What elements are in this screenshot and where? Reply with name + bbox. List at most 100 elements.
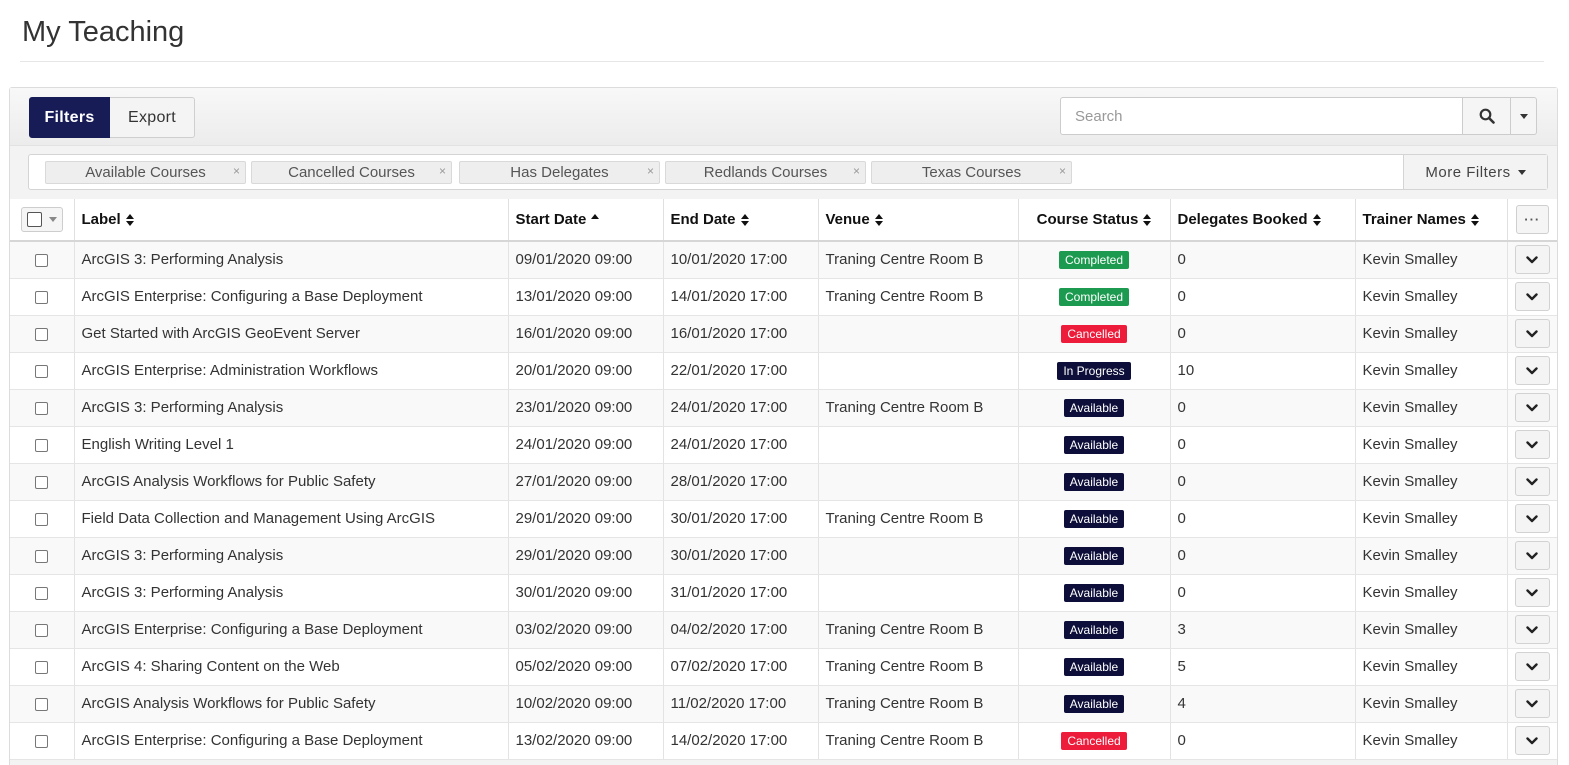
cell-trainer-names: Kevin Smalley [1355, 463, 1508, 501]
status-badge: Available [1063, 620, 1125, 639]
row-checkbox[interactable] [35, 401, 49, 415]
filter-chip[interactable]: Redlands Courses × [665, 161, 866, 184]
column-trainer-text: Trainer Names [1362, 211, 1466, 228]
row-expand-button[interactable] [1514, 652, 1550, 681]
chevron-down-icon [1526, 551, 1538, 559]
cell-label[interactable]: ArcGIS 3: Performing Analysis [74, 574, 509, 612]
row-checkbox[interactable] [35, 290, 49, 304]
courses-table-area: Label Start Date End Date Venue Course S… [10, 199, 1557, 760]
column-header-trainer-names[interactable]: Trainer Names [1355, 199, 1508, 242]
cell-label[interactable]: ArcGIS Enterprise: Configuring a Base De… [74, 611, 509, 649]
row-checkbox[interactable] [35, 623, 49, 637]
select-all-checkbox[interactable] [26, 212, 42, 227]
status-badge: Available [1063, 509, 1125, 528]
status-badge: Available [1063, 472, 1125, 491]
column-options-button[interactable]: ··· [1515, 205, 1549, 234]
cell-label[interactable]: ArcGIS 4: Sharing Content on the Web [74, 648, 509, 686]
remove-filter-icon[interactable]: × [438, 164, 446, 178]
cell-start-date: 27/01/2020 09:00 [508, 463, 664, 501]
row-select-cell [10, 648, 75, 686]
row-expand-button[interactable] [1514, 726, 1550, 755]
chevron-down-icon [1526, 588, 1538, 596]
table-row: English Writing Level 1 24/01/2020 09:00 2… [10, 426, 1557, 464]
filter-chip[interactable]: Texas Courses × [871, 161, 1072, 184]
row-expand-button[interactable] [1514, 245, 1550, 275]
filter-chip[interactable]: Has Delegates × [459, 161, 660, 184]
row-expand-button[interactable] [1514, 430, 1550, 459]
row-checkbox[interactable] [35, 586, 49, 600]
column-end-text: End Date [670, 211, 736, 228]
row-checkbox[interactable] [35, 475, 49, 489]
chevron-down-icon [1526, 403, 1538, 411]
cell-delegates-booked: 0 [1170, 278, 1356, 316]
remove-filter-icon[interactable]: × [1058, 164, 1066, 178]
search-button[interactable] [1463, 97, 1511, 135]
remove-filter-icon[interactable]: × [232, 164, 240, 178]
row-expand-button[interactable] [1514, 356, 1550, 385]
row-expand-button[interactable] [1514, 319, 1550, 348]
cell-delegates-booked: 0 [1170, 426, 1356, 464]
export-button[interactable]: Export [110, 97, 195, 138]
row-expand-button[interactable] [1514, 504, 1550, 533]
row-actions-cell [1507, 722, 1557, 760]
cell-label[interactable]: ArcGIS Analysis Workflows for Public Saf… [74, 463, 509, 501]
more-filters-button[interactable]: More Filters [1403, 155, 1547, 189]
row-expand-button[interactable] [1514, 689, 1550, 718]
cell-venue [818, 537, 1019, 575]
row-checkbox[interactable] [35, 549, 49, 563]
column-header-label[interactable]: Label [74, 199, 509, 242]
filter-chip[interactable]: Cancelled Courses × [251, 161, 452, 184]
remove-filter-icon[interactable]: × [646, 164, 654, 178]
row-checkbox[interactable] [35, 253, 49, 267]
row-actions-cell [1507, 574, 1557, 612]
remove-filter-icon[interactable]: × [852, 164, 860, 178]
chevron-down-icon [1526, 256, 1538, 263]
cell-label[interactable]: ArcGIS Enterprise: Configuring a Base De… [74, 722, 509, 760]
column-header-start-date[interactable]: Start Date [508, 199, 664, 242]
cell-delegates-booked: 0 [1170, 389, 1356, 427]
row-expand-button[interactable] [1514, 578, 1550, 607]
chevron-down-icon [1519, 113, 1528, 119]
row-checkbox[interactable] [35, 660, 49, 674]
cell-course-status: Available [1018, 574, 1171, 612]
column-header-delegates-booked[interactable]: Delegates Booked [1170, 199, 1356, 242]
cell-venue: Traning Centre Room B [818, 648, 1019, 686]
cell-label[interactable]: ArcGIS Enterprise: Configuring a Base De… [74, 278, 509, 316]
row-checkbox[interactable] [35, 364, 49, 378]
column-header-course-status[interactable]: Course Status [1018, 199, 1171, 242]
row-checkbox[interactable] [35, 734, 49, 748]
search-options-dropdown[interactable] [1511, 97, 1537, 135]
select-all-dropdown[interactable] [20, 207, 63, 232]
row-checkbox[interactable] [35, 512, 49, 526]
filter-chip[interactable]: Available Courses × [45, 161, 246, 184]
chevron-down-icon [1526, 625, 1538, 633]
cell-label[interactable]: ArcGIS 3: Performing Analysis [74, 537, 509, 575]
cell-label[interactable]: ArcGIS Analysis Workflows for Public Saf… [74, 685, 509, 723]
cell-start-date: 30/01/2020 09:00 [508, 574, 664, 612]
row-expand-button[interactable] [1514, 467, 1550, 496]
cell-label[interactable]: Field Data Collection and Management Usi… [74, 500, 509, 538]
cell-label[interactable]: ArcGIS 3: Performing Analysis [74, 389, 509, 427]
column-header-end-date[interactable]: End Date [663, 199, 819, 242]
status-badge: Completed [1058, 250, 1130, 269]
row-expand-button[interactable] [1514, 393, 1550, 422]
cell-label[interactable]: Get Started with ArcGIS GeoEvent Server [74, 315, 509, 353]
row-select-cell [10, 315, 75, 353]
row-expand-button[interactable] [1514, 541, 1550, 570]
search-input[interactable] [1060, 97, 1463, 135]
filter-chip-label: Cancelled Courses [288, 164, 415, 181]
column-header-venue[interactable]: Venue [818, 199, 1019, 242]
cell-course-status: Available [1018, 463, 1171, 501]
cell-end-date: 14/01/2020 17:00 [663, 278, 819, 316]
cell-start-date: 13/01/2020 09:00 [508, 278, 664, 316]
row-expand-button[interactable] [1514, 282, 1550, 311]
row-checkbox[interactable] [35, 697, 49, 711]
cell-label[interactable]: English Writing Level 1 [74, 426, 509, 464]
row-checkbox[interactable] [35, 438, 49, 452]
cell-label[interactable]: ArcGIS 3: Performing Analysis [74, 241, 509, 279]
row-expand-button[interactable] [1514, 615, 1550, 644]
cell-label[interactable]: ArcGIS Enterprise: Administration Workfl… [74, 352, 509, 390]
cell-course-status: Cancelled [1018, 315, 1171, 353]
row-checkbox[interactable] [35, 327, 49, 341]
filters-button[interactable]: Filters [29, 97, 110, 138]
